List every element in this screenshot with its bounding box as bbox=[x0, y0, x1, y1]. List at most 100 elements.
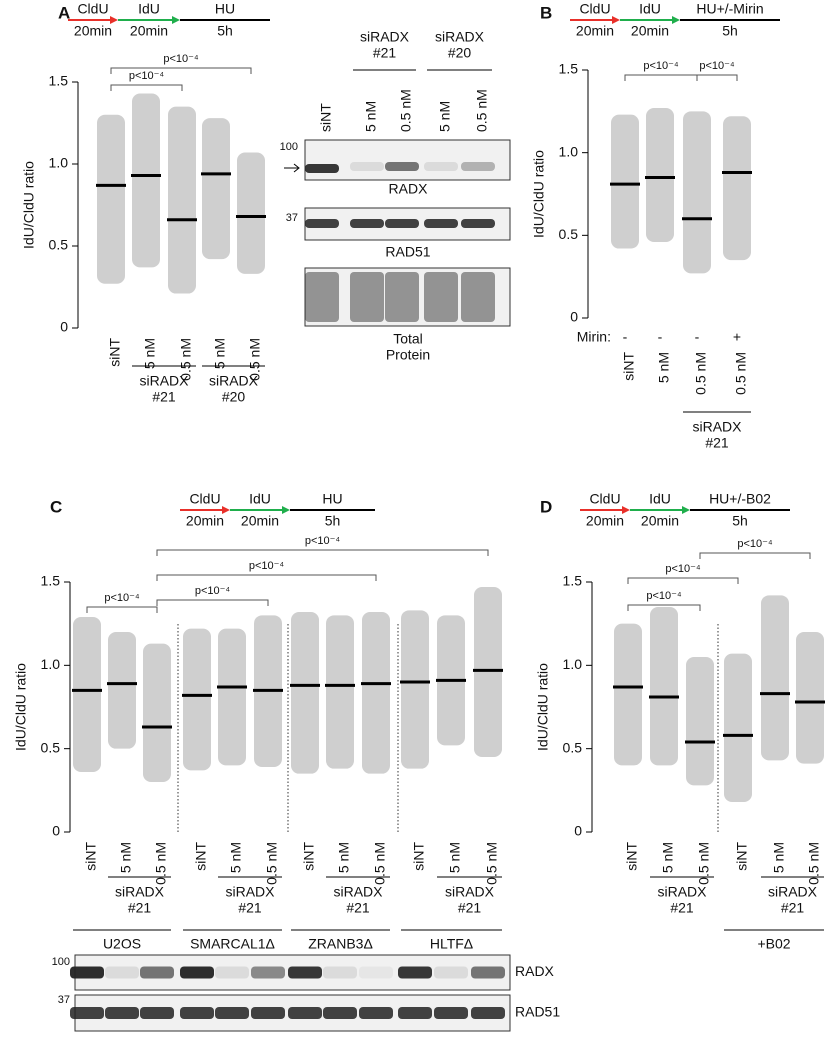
group-label: #21 bbox=[670, 900, 694, 916]
band bbox=[398, 1007, 432, 1019]
y-tick-label: 0 bbox=[574, 823, 582, 839]
lane-label: 5 nM bbox=[437, 101, 453, 132]
dot-spread bbox=[168, 106, 196, 294]
y-tick-label: 0.5 bbox=[563, 739, 583, 755]
dot-spread bbox=[183, 628, 211, 771]
blot-label: RAD51 bbox=[385, 244, 430, 260]
category-label: 0.5 nM bbox=[806, 842, 822, 885]
bracket bbox=[699, 552, 811, 559]
treatment-sign: - bbox=[658, 329, 663, 345]
dot-spread bbox=[761, 595, 789, 761]
group-label: #21 bbox=[705, 435, 729, 451]
lane-label: siNT bbox=[318, 103, 334, 132]
p-value: p<10⁻⁴ bbox=[643, 60, 679, 72]
protocol-label: CldU bbox=[589, 491, 620, 507]
panel-letter: B bbox=[540, 3, 552, 22]
y-tick-label: 0.5 bbox=[49, 237, 69, 253]
protocol-time: 20min bbox=[631, 23, 669, 39]
band bbox=[424, 272, 458, 322]
p-value: p<10⁻⁴ bbox=[163, 53, 199, 65]
protocol-label: IdU bbox=[138, 1, 160, 17]
category-label: 0.5 nM bbox=[264, 842, 280, 885]
category-label: siNT bbox=[411, 842, 427, 871]
band bbox=[359, 966, 393, 979]
protocol-label: IdU bbox=[639, 1, 661, 17]
marker: 100 bbox=[52, 956, 70, 968]
y-axis-label: IdU/CldU ratio bbox=[531, 150, 547, 238]
cell-line-label: SMARCAL1Δ bbox=[190, 936, 275, 952]
category-label: 5 nM bbox=[771, 842, 787, 873]
cell-line-label: ZRANB3Δ bbox=[308, 936, 373, 952]
dot-spread bbox=[143, 643, 171, 782]
panel-letter: D bbox=[540, 497, 552, 516]
protocol-label: CldU bbox=[77, 1, 108, 17]
p-value: p<10⁻⁴ bbox=[129, 70, 165, 82]
dot-spread bbox=[650, 607, 678, 766]
dot-spread bbox=[237, 152, 265, 274]
group-label: siRADX bbox=[657, 884, 707, 900]
band bbox=[70, 966, 104, 979]
dot-spread bbox=[614, 623, 642, 766]
band bbox=[305, 272, 339, 322]
bracket bbox=[627, 577, 739, 584]
band bbox=[398, 966, 432, 979]
protocol-arrow bbox=[282, 506, 290, 514]
protocol-time: 20min bbox=[241, 513, 279, 529]
bracket bbox=[156, 574, 377, 581]
category-label: 5 nM bbox=[228, 842, 244, 873]
dot-spread bbox=[97, 114, 125, 284]
dot-spread bbox=[683, 111, 711, 274]
dot-spread bbox=[362, 612, 390, 774]
group-label: #20 bbox=[222, 389, 246, 405]
bracket bbox=[86, 606, 158, 613]
category-label: 0.5 nM bbox=[178, 338, 194, 381]
y-tick-label: 1.5 bbox=[49, 73, 69, 89]
bracket bbox=[110, 67, 252, 74]
group-label: siRADX bbox=[692, 419, 742, 435]
group-label: #21 bbox=[238, 900, 262, 916]
y-tick-label: 1.5 bbox=[559, 61, 579, 77]
dot-spread bbox=[723, 116, 751, 261]
treatment-sign: - bbox=[623, 329, 628, 345]
protocol-label: HU bbox=[322, 491, 342, 507]
category-label: 0.5 nM bbox=[153, 842, 169, 885]
protocol-label: CldU bbox=[189, 491, 220, 507]
band bbox=[140, 1007, 174, 1019]
category-label: 5 nM bbox=[447, 842, 463, 873]
p-value: p<10⁻⁴ bbox=[249, 560, 285, 572]
protocol-label: CldU bbox=[579, 1, 610, 17]
bracket bbox=[156, 599, 269, 606]
marker: 37 bbox=[58, 994, 70, 1006]
group-label: siRADX bbox=[115, 884, 165, 900]
p-value: p<10⁻⁴ bbox=[305, 535, 341, 547]
band bbox=[105, 966, 139, 979]
p-value: p<10⁻⁴ bbox=[737, 538, 773, 550]
y-tick-label: 1.0 bbox=[41, 656, 61, 672]
group-label: #21 bbox=[458, 900, 482, 916]
protocol-arrow bbox=[172, 16, 180, 24]
panel-letter: A bbox=[58, 3, 70, 22]
group-label: #21 bbox=[152, 389, 176, 405]
band bbox=[180, 966, 214, 979]
bracket bbox=[156, 549, 489, 556]
group-label: siRADX bbox=[139, 373, 189, 389]
bracket bbox=[110, 84, 183, 91]
band bbox=[385, 219, 419, 228]
band bbox=[105, 1007, 139, 1019]
band bbox=[434, 1007, 468, 1019]
protocol-time: 5h bbox=[325, 513, 341, 529]
y-axis-label: IdU/CldU ratio bbox=[21, 161, 37, 249]
band bbox=[323, 966, 357, 979]
category-label: siNT bbox=[301, 842, 317, 871]
blot-label: RADX bbox=[389, 181, 429, 197]
p-value: p<10⁻⁴ bbox=[699, 60, 735, 72]
category-label: 0.5 nM bbox=[693, 352, 709, 395]
band bbox=[288, 966, 322, 979]
blot-label: RADX bbox=[515, 963, 555, 979]
dot-spread bbox=[202, 118, 230, 260]
category-label: 0.5 nM bbox=[696, 842, 712, 885]
protocol-label: HU+/-B02 bbox=[709, 491, 771, 507]
blot-label: RAD51 bbox=[515, 1004, 560, 1020]
category-label: siNT bbox=[621, 352, 637, 381]
